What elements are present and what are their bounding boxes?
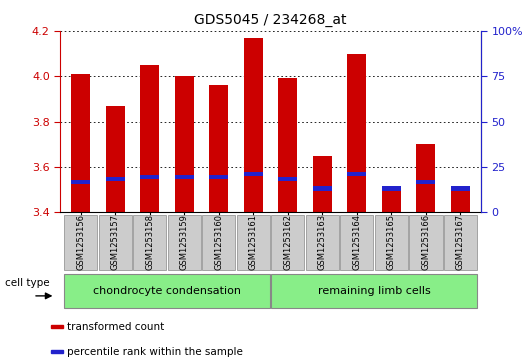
Bar [278,78,298,212]
FancyBboxPatch shape [64,274,270,309]
Bar [382,187,401,191]
Bar [140,175,160,179]
Text: GSM1253160: GSM1253160 [214,214,223,270]
Bar [51,350,63,353]
Text: GSM1253165: GSM1253165 [387,214,396,270]
Text: transformed count: transformed count [67,322,164,332]
Bar [175,175,194,179]
Bar [244,38,263,212]
Bar [209,85,229,212]
Text: GSM1253158: GSM1253158 [145,214,154,270]
Text: chondrocyte condensation: chondrocyte condensation [93,286,241,295]
Bar [140,65,160,212]
FancyBboxPatch shape [306,215,339,270]
Title: GDS5045 / 234268_at: GDS5045 / 234268_at [195,13,347,27]
Text: GSM1253157: GSM1253157 [111,214,120,270]
Text: GSM1253163: GSM1253163 [318,214,327,270]
FancyBboxPatch shape [375,215,408,270]
Text: GSM1253156: GSM1253156 [76,214,85,270]
FancyBboxPatch shape [168,215,201,270]
FancyBboxPatch shape [271,215,304,270]
Text: GSM1253164: GSM1253164 [353,214,361,270]
Bar [416,180,436,184]
FancyBboxPatch shape [410,215,442,270]
Bar [416,144,436,212]
Bar [51,325,63,329]
Text: GSM1253162: GSM1253162 [283,214,292,270]
Bar [209,175,229,179]
FancyBboxPatch shape [340,215,373,270]
FancyBboxPatch shape [202,215,235,270]
Text: percentile rank within the sample: percentile rank within the sample [67,347,243,356]
Bar [106,106,125,212]
Text: GSM1253161: GSM1253161 [249,214,258,270]
Bar [347,53,367,212]
Bar [313,156,332,212]
Bar [106,178,125,182]
FancyBboxPatch shape [237,215,270,270]
FancyBboxPatch shape [444,215,477,270]
Bar [451,187,470,212]
Bar [382,189,401,212]
Text: cell type: cell type [5,278,50,288]
Bar [451,187,470,191]
Text: GSM1253167: GSM1253167 [456,214,465,270]
Bar [244,172,263,176]
FancyBboxPatch shape [99,215,132,270]
Bar [278,178,298,182]
Bar [313,187,332,191]
FancyBboxPatch shape [271,274,477,309]
Text: GSM1253159: GSM1253159 [180,215,189,270]
Text: GSM1253166: GSM1253166 [422,214,430,270]
Bar [71,180,90,184]
Bar [175,76,194,212]
Bar [71,74,90,212]
Bar [347,172,367,176]
FancyBboxPatch shape [64,215,97,270]
Text: remaining limb cells: remaining limb cells [318,286,430,295]
FancyBboxPatch shape [133,215,166,270]
